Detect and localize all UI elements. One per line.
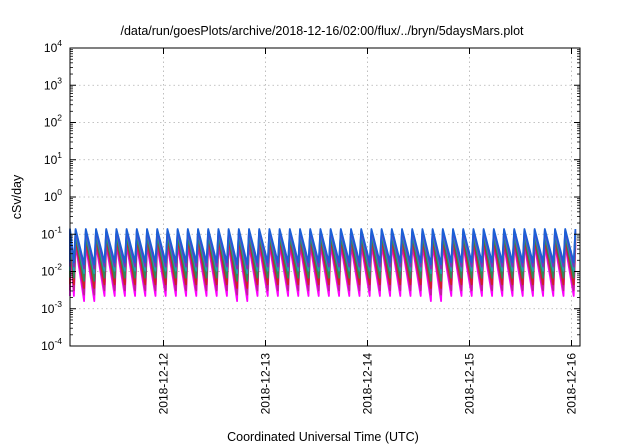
y-tick-label: 10-1 xyxy=(41,224,62,241)
y-tick-label: 101 xyxy=(44,150,62,167)
x-tick-label: 2018-12-12 xyxy=(157,353,171,415)
x-tick-label: 2018-12-13 xyxy=(259,353,273,415)
y-tick-label: 10-4 xyxy=(41,336,62,353)
y-tick-label: 102 xyxy=(44,113,62,130)
x-tick-label: 2018-12-15 xyxy=(463,353,477,415)
series-group xyxy=(69,228,577,302)
y-tick-label: 10-2 xyxy=(41,262,62,279)
tick-group xyxy=(70,47,580,347)
series-line xyxy=(69,228,577,266)
grid xyxy=(70,48,580,346)
x-tick-label: 2018-12-16 xyxy=(565,353,579,415)
y-tick-label: 103 xyxy=(44,75,62,92)
chart-title: /data/run/goesPlots/archive/2018-12-16/0… xyxy=(120,24,524,38)
y-tick-label: 100 xyxy=(44,187,62,204)
y-tick-labels: 10-4 10-3 10-2 10-1 100 101 102 103 104 xyxy=(41,38,62,353)
y-tick-label: 10-3 xyxy=(41,299,62,316)
x-axis-label: Coordinated Universal Time (UTC) xyxy=(227,430,419,444)
x-tick-labels: 2018-12-12 2018-12-13 2018-12-14 2018-12-15… xyxy=(157,353,579,415)
x-tick-label: 2018-12-14 xyxy=(361,353,375,415)
y-axis-label: cSv/day xyxy=(10,174,24,219)
y-tick-label: 104 xyxy=(44,38,62,55)
